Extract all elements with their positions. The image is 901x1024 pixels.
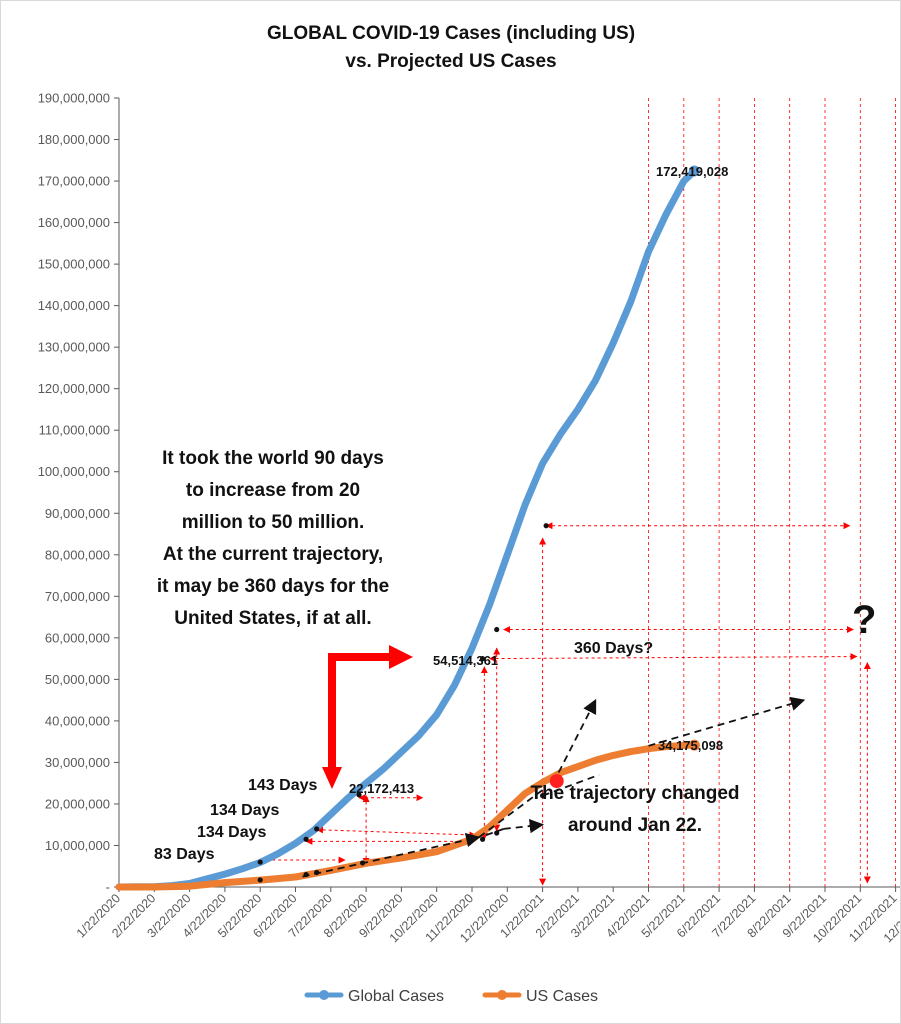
legend-label-global: Global Cases (348, 988, 444, 1005)
y-tick-label: 50,000,000 (45, 672, 110, 687)
y-tick-label: 160,000,000 (38, 215, 110, 230)
key-point (359, 860, 366, 866)
label-134-days-b: 134 Days (197, 824, 266, 841)
key-point (257, 877, 263, 883)
trajectory-arrow (302, 832, 481, 878)
label-83-days: 83 Days (154, 846, 215, 863)
key-point (314, 826, 320, 832)
trajectory-arrow (542, 774, 600, 797)
legend-item-global: Global Cases (304, 988, 444, 1005)
chart-subtitle: vs. Projected US Cases (345, 51, 556, 72)
y-axis-ticks: - 10,000,000 20,000,000 30,000,000 40,000,00… (38, 91, 119, 895)
y-tick-label: 120,000,000 (38, 381, 110, 396)
y-tick-label: 150,000,000 (38, 257, 110, 272)
label-22-million: 22,172,413 (349, 781, 414, 796)
world-note-line: million to 50 million. (182, 512, 365, 533)
y-tick-label: 140,000,000 (38, 298, 110, 313)
key-point (303, 871, 309, 878)
reference-arrow (315, 826, 477, 839)
series-layer (115, 165, 700, 891)
reference-arrow (488, 653, 858, 663)
trajectory-note-line: The trajectory changed (530, 783, 739, 804)
label-54-million: 54,514,361 (433, 653, 498, 668)
legend: Global Cases US Cases (304, 988, 598, 1005)
y-tick-label: 110,000,000 (39, 423, 110, 438)
trajectory-note-line: around Jan 22. (568, 815, 702, 836)
y-tick-label: 30,000,000 (45, 755, 110, 770)
chart-title: GLOBAL COVID-19 Cases (including US) (267, 23, 635, 44)
key-point (479, 836, 486, 842)
question-mark: ? (852, 598, 876, 642)
world-note-line: It took the world 90 days (162, 448, 384, 469)
y-tick-label: 80,000,000 (45, 547, 110, 562)
world-note: It took the world 90 days to increase fr… (157, 448, 389, 629)
y-tick-label: 10,000,000 (45, 838, 110, 853)
trajectory-arrow (485, 828, 505, 836)
y-tick-label: 190,000,000 (38, 91, 110, 106)
us-end-label: 34,175,098 (658, 738, 723, 753)
label-360-days: 360 Days? (574, 640, 653, 657)
series-line-us (115, 741, 698, 891)
trajectory-arrow (478, 786, 547, 838)
y-tick-label: 170,000,000 (38, 174, 110, 189)
key-point (494, 830, 500, 836)
key-point (257, 859, 263, 865)
label-134-days-a: 134 Days (210, 802, 279, 819)
key-point (479, 656, 486, 662)
series-line-global (115, 167, 698, 891)
key-point (314, 869, 320, 876)
key-point (303, 836, 309, 842)
y-tick-label: 60,000,000 (45, 630, 110, 645)
key-point (543, 523, 549, 529)
y-tick-label: 90,000,000 (45, 506, 110, 521)
y-tick-label: 100,000,000 (38, 464, 110, 479)
trajectory-arrows (302, 696, 806, 878)
key-points (257, 523, 564, 883)
world-note-line: to increase from 20 (186, 480, 360, 501)
key-point (494, 626, 500, 633)
trajectory-arrow (648, 696, 806, 747)
y-tick-label: 20,000,000 (45, 796, 110, 811)
trajectory-note: The trajectory changed around Jan 22. (530, 783, 739, 836)
key-point (356, 792, 362, 798)
trajectory-arrow (503, 818, 545, 834)
legend-label-us: US Cases (526, 988, 598, 1005)
x-axis-ticks: 1/22/20202/22/20203/22/20204/22/20205/22… (74, 887, 900, 945)
y-tick-label: 180,000,000 (38, 132, 110, 147)
series-end-point (688, 739, 700, 751)
axes (118, 98, 900, 888)
world-note-line: At the current trajectory, (163, 544, 383, 565)
trajectory-arrow (552, 698, 597, 784)
global-end-label: 172,419,028 (656, 164, 728, 179)
y-tick-label: - (106, 880, 110, 895)
world-note-line: it may be 360 days for the (157, 576, 389, 597)
world-note-line: United States, if at all. (174, 608, 371, 629)
key-point (540, 793, 546, 799)
y-tick-label: 40,000,000 (45, 713, 110, 728)
y-tick-label: 130,000,000 (38, 340, 110, 355)
trajectory-change-point (549, 774, 564, 789)
label-143-days: 143 Days (248, 777, 317, 794)
red-elbow-arrow (322, 645, 413, 789)
y-tick-label: 70,000,000 (45, 589, 110, 604)
series-end-point (688, 165, 700, 177)
legend-item-us: US Cases (482, 988, 598, 1005)
